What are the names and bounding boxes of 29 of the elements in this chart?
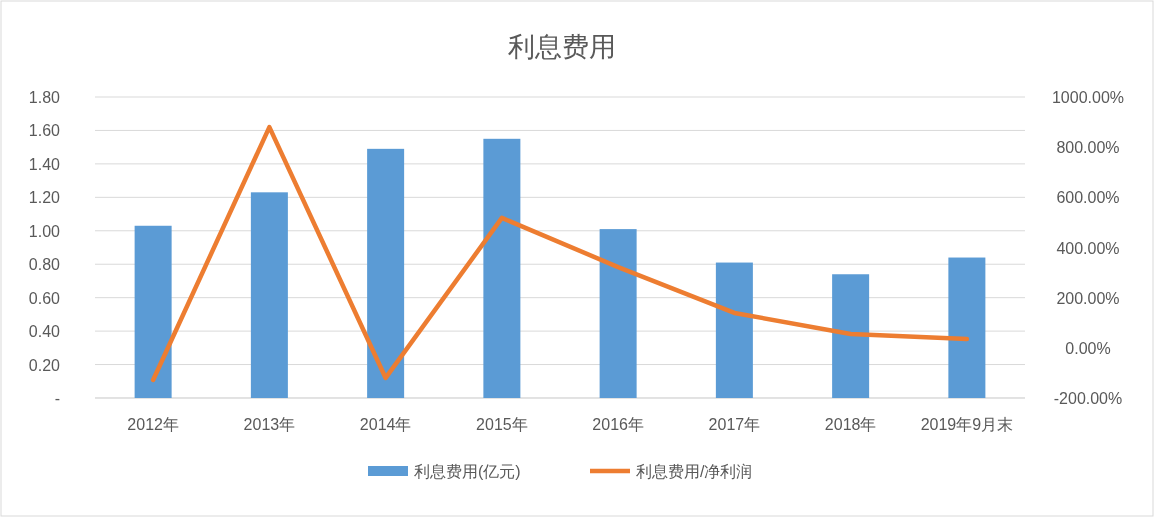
y-tick-label: 1.20 bbox=[28, 189, 61, 207]
x-tick-label: 2016年 bbox=[592, 416, 644, 433]
y-tick-label: 0.80 bbox=[28, 256, 61, 274]
y2-tick-label: -200.00% bbox=[1053, 390, 1123, 407]
x-tick-label: 2014年 bbox=[359, 416, 412, 433]
y2-tick-label: 600.00% bbox=[1056, 189, 1120, 207]
x-tick-label: 2012年 bbox=[127, 416, 179, 433]
y2-tick-label: 0.00% bbox=[1065, 339, 1111, 357]
y-tick-label: 0.60 bbox=[28, 289, 61, 307]
x-tick-label: 2015年 bbox=[476, 416, 528, 433]
y2-tick-label: 1000.00% bbox=[1051, 89, 1125, 106]
y2-tick-label: 800.00% bbox=[1056, 139, 1120, 157]
legend-label: 利息费用(亿元) bbox=[414, 463, 521, 480]
line-series bbox=[150, 124, 970, 383]
x-tick-label: 2018年 bbox=[824, 416, 877, 433]
x-tick-label: 2013年 bbox=[243, 416, 296, 433]
y-tick-label: 0.20 bbox=[28, 356, 61, 374]
y-tick-label: 1.40 bbox=[28, 155, 61, 173]
y2-tick-label: 200.00% bbox=[1056, 289, 1120, 307]
y-tick-label: 0.40 bbox=[28, 323, 61, 341]
y-tick-label: - bbox=[54, 390, 60, 407]
y2-tick-label: 400.00% bbox=[1056, 239, 1120, 257]
y-tick-label: 1.60 bbox=[28, 122, 61, 140]
x-tick-label: 2019年9月末 bbox=[920, 416, 1014, 433]
x-tick-label: 2017年 bbox=[708, 416, 761, 433]
legend-label: 利息费用/净利润 bbox=[636, 463, 753, 480]
y-tick-label: 1.80 bbox=[28, 89, 61, 106]
chart-title: 利息费用 bbox=[508, 32, 616, 62]
y-tick-label: 1.00 bbox=[28, 222, 61, 240]
